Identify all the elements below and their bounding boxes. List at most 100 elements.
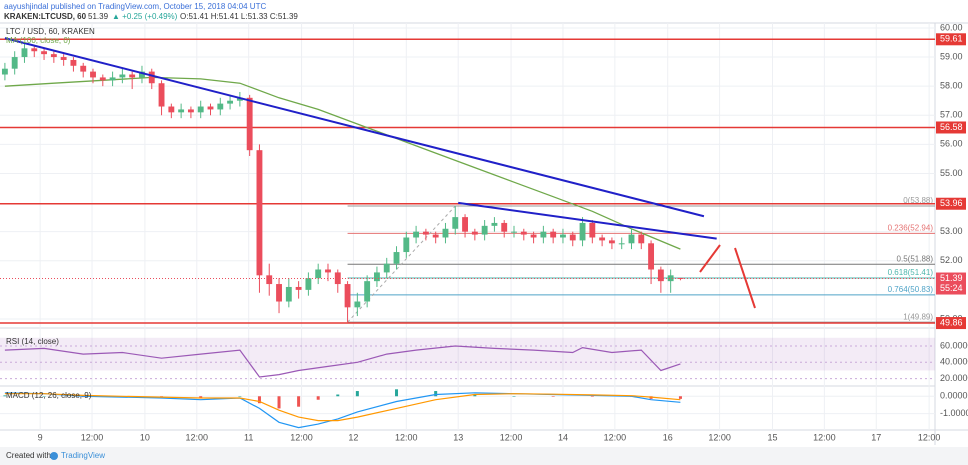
candle-body [511,231,517,233]
level-label: 49.86 [940,317,963,327]
x-tick-label: 12:00 [813,432,836,442]
macd-hist [678,396,682,399]
candle-body [364,281,371,302]
candle-body [70,59,77,66]
y-tick-label: 60.00 [940,22,963,32]
candle-body [374,272,380,282]
candle-body [589,222,596,238]
rsi-tick-label: 20.0000 [940,373,968,383]
header: aayushjindal published on TradingView.co… [4,2,266,11]
candle-body [315,269,322,279]
candle-body [99,77,106,81]
macd-tick-label: 0.0000 [940,391,968,401]
candle-body [148,71,155,84]
level-label: 53.96 [940,198,963,208]
arrow [699,244,721,273]
candle-body [648,243,655,270]
candle-body [236,97,243,101]
x-tick-label: 14 [558,432,568,442]
macd-hist [3,395,7,397]
candle-body [560,234,566,238]
x-tick-label: 12:00 [604,432,627,442]
y-tick-label: 59.00 [940,51,963,61]
candle-body [187,109,194,113]
candle-body [80,65,87,72]
candle-body [442,228,449,238]
candle-body [109,77,116,81]
candle-body [657,269,664,282]
candle-body [60,57,67,60]
trend-line [458,201,717,240]
symbol: KRAKEN:LTCUSD, 60 [4,12,87,21]
candle-body [119,74,126,78]
x-tick-label: 12:00 [918,432,941,442]
price-tag-label: 51.39 [940,273,963,283]
macd-hist [277,396,281,409]
candle-body [90,71,96,78]
ohlc: O:51.41 H:51.41 L:51.33 C:51.39 [180,12,298,21]
candle-body [452,217,459,229]
candle-body [403,237,410,253]
y-tick-label: 53.00 [940,226,963,236]
candle-body [266,275,273,285]
trend-line [4,37,705,218]
candle-body [139,71,145,78]
candle-body [158,83,165,107]
rsi-label: RSI (14, close) [6,337,59,346]
y-tick-label: 55.00 [940,168,963,178]
candle-body [501,222,508,232]
macd-hist [199,396,203,398]
last-price: 51.39 [88,12,109,21]
candle-body [462,217,468,232]
x-tick-label: 15 [767,432,777,442]
change: ▲ +0.25 (+0.49%) [112,12,178,21]
macd-hist [355,391,359,397]
candle-body [628,234,635,244]
macd-hist [434,391,438,397]
level-tag [936,121,966,134]
candle-body [354,301,361,308]
candle-body [393,252,400,264]
candle-body [569,234,576,241]
x-tick-label: 12 [348,432,358,442]
candle-body [520,231,527,235]
x-tick-label: 17 [871,432,881,442]
macd-hist [297,396,301,407]
rsi-line [4,345,681,378]
rsi-tick-label: 40.0000 [940,357,968,367]
candle-body [178,109,185,113]
rsi-tick-label: 60.0000 [940,340,968,350]
candle-body [383,263,390,273]
macd-hist [551,396,555,397]
level-label: 59.61 [940,34,963,44]
price-tag [936,272,966,295]
x-tick-label: 12:00 [186,432,209,442]
candle-body [422,231,429,235]
candle-body [256,150,263,276]
candle-body [217,103,224,110]
candle-body [413,231,420,238]
candle-body [608,240,615,244]
x-tick-label: 12:00 [290,432,313,442]
y-tick-label: 58.00 [940,81,963,91]
x-tick-label: 16 [663,432,673,442]
candle-body [11,57,18,69]
candle-body [677,277,684,279]
rsi-band [0,337,935,371]
candle-body [207,106,214,110]
macd-tick-label: -1.0000 [940,408,968,418]
countdown: 55:24 [940,283,963,293]
candle-body [227,100,234,104]
candle-body [344,284,351,308]
macd-hist [590,396,594,397]
candle-body [334,272,341,285]
macd-hist [316,396,320,400]
candle-body [618,243,625,245]
brand-icon [50,452,58,460]
ma-line [4,76,681,250]
candle-body [530,234,537,238]
ma-label: MA (100, close, 0) [6,36,71,45]
candle-body [50,54,57,58]
candle-body [129,74,136,78]
level-tag [936,33,966,46]
